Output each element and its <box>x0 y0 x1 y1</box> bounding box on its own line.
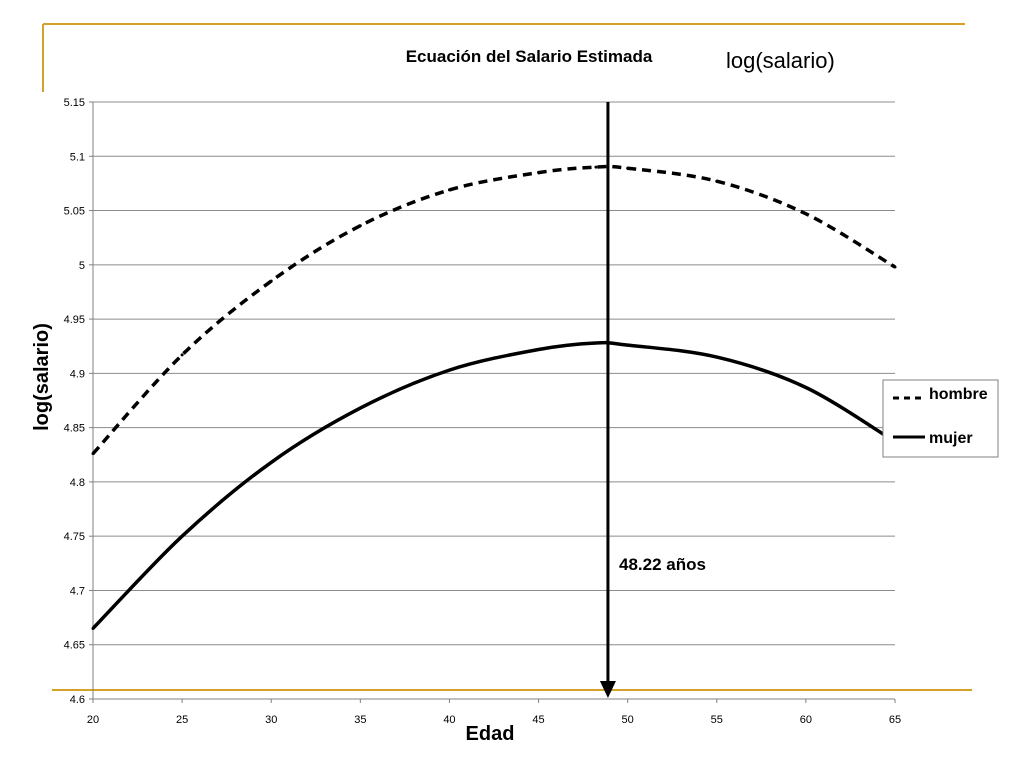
series-line-hombre <box>91 164 896 455</box>
data-point-mujer <box>804 385 808 389</box>
y-tick-label: 4.75 <box>64 531 85 543</box>
series-line-mujer <box>91 340 896 630</box>
y-tick-label: 4.85 <box>64 423 85 435</box>
y-tick-label: 4.8 <box>70 477 85 489</box>
data-point-mujer <box>537 347 541 351</box>
x-tick-labels: 20 25 30 35 40 45 50 55 60 65 <box>87 699 901 726</box>
y-tick-label: 4.6 <box>70 694 85 706</box>
legend-label-hombre: hombre <box>929 386 988 403</box>
y-tick-label: 4.9 <box>70 368 85 380</box>
y-tick-label: 4.95 <box>64 314 85 326</box>
data-point-hombre <box>358 224 362 228</box>
data-point-mujer <box>447 368 451 372</box>
annotation-arrow-head <box>599 681 616 698</box>
y-tick-label: 5.15 <box>64 97 85 109</box>
data-point-hombre <box>537 171 541 175</box>
data-point-hombre <box>91 452 95 456</box>
data-point-mujer <box>594 341 598 345</box>
x-tick-label: 25 <box>176 714 188 726</box>
y-tick-label: 5 <box>79 260 85 272</box>
y-tick-label: 5.05 <box>64 206 85 218</box>
data-point-hombre <box>804 212 808 216</box>
x-tick-label: 40 <box>443 714 455 726</box>
legend-box <box>882 379 999 458</box>
legend-label-mujer: mujer <box>929 430 973 447</box>
slide-title: log(salario) <box>726 48 835 73</box>
y-axis-label: log(salario) <box>31 323 53 431</box>
x-axis-label: Edad <box>466 723 515 745</box>
gridlines <box>93 101 895 646</box>
data-point-mujer <box>180 534 184 538</box>
data-point-mujer <box>626 343 630 347</box>
data-point-hombre <box>893 265 897 269</box>
annotation-label: 48.22 años <box>619 555 706 574</box>
y-tick-label: 4.65 <box>64 640 85 652</box>
legend: hombre mujer <box>882 379 999 458</box>
data-point-mujer <box>715 355 719 359</box>
data-point-hombre <box>447 188 451 192</box>
x-tick-label: 50 <box>622 714 634 726</box>
data-point-hombre <box>715 179 719 183</box>
x-tick-label: 20 <box>87 714 99 726</box>
x-tick-label: 30 <box>265 714 277 726</box>
y-tick-labels: 4.6 4.65 4.7 4.75 4.8 4.85 4.9 4.95 5 5.05 5.1 5.15 <box>64 97 93 706</box>
slide-frame-top <box>42 23 965 92</box>
data-point-hombre <box>626 166 630 170</box>
y-tick-label: 5.1 <box>70 151 85 163</box>
x-tick-label: 35 <box>354 714 366 726</box>
data-point-mujer <box>269 460 273 464</box>
x-tick-label: 60 <box>800 714 812 726</box>
data-point-hombre <box>180 353 184 357</box>
data-point-mujer <box>358 406 362 410</box>
data-point-hombre <box>594 165 598 169</box>
x-tick-label: 55 <box>711 714 723 726</box>
chart-title: Ecuación del Salario Estimada <box>406 47 653 66</box>
data-point-mujer <box>91 626 95 630</box>
x-tick-label: 45 <box>532 714 544 726</box>
data-point-hombre <box>269 279 273 283</box>
y-tick-label: 4.7 <box>70 585 85 597</box>
series-group <box>91 164 897 630</box>
x-tick-label: 65 <box>889 714 901 726</box>
